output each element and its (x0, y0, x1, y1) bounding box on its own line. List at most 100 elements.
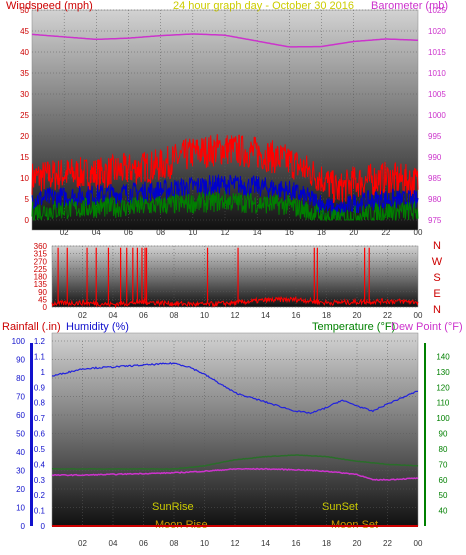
y-tick-label: 35 (20, 69, 29, 78)
temperature-tick-label: 100 (436, 414, 450, 423)
x-tick-label: 20 (353, 311, 362, 320)
windspeed-label: Windspeed (mph) (6, 0, 93, 12)
humidity-tick-label: 20 (16, 485, 25, 494)
x-tick-label: 08 (156, 228, 165, 237)
x-tick-label: 02 (78, 539, 87, 548)
rain-tick-label: 1 (41, 368, 46, 377)
x-tick-label: 00 (414, 539, 423, 548)
y-tick-label: 20 (20, 132, 29, 141)
rain-tick-label: 0.1 (34, 507, 46, 516)
temperature-line (51, 454, 419, 470)
humidity-tick-label: 60 (16, 411, 25, 420)
x-tick-label: 22 (383, 311, 392, 320)
x-tick-label: 18 (322, 311, 331, 320)
sunrise-label: SunRise (152, 501, 194, 513)
rain-tick-label: 0 (41, 522, 46, 531)
x-tick-label: 12 (221, 228, 230, 237)
temperature-tick-label: 90 (439, 430, 448, 439)
windspeed-high-line (31, 134, 419, 204)
rain-tick-label: 0.6 (34, 430, 46, 439)
temperature-tick-label: 110 (437, 399, 450, 408)
x-tick-label: 08 (170, 311, 179, 320)
rain-tick-label: 0.4 (34, 460, 46, 469)
x-tick-label: 20 (353, 539, 362, 548)
x-tick-label: 06 (139, 539, 148, 548)
x-tick-label: 10 (188, 228, 197, 237)
rain-tick-label: 0.2 (34, 491, 46, 500)
humidity-axis-bar (30, 343, 33, 526)
x-tick-label: 04 (109, 311, 118, 320)
y-tick-label: 980 (428, 195, 442, 204)
temperature-tick-label: 40 (439, 507, 448, 516)
x-tick-label: 10 (200, 539, 209, 548)
y-tick-label: 315 (34, 250, 48, 259)
y-tick-label: 135 (34, 280, 48, 289)
y-tick-label: 40 (20, 48, 29, 57)
y-tick-label: 975 (428, 216, 442, 225)
x-tick-label: 04 (92, 228, 101, 237)
x-tick-label: 22 (383, 539, 392, 548)
x-tick-label: 14 (261, 311, 270, 320)
y-tick-label: 990 (428, 153, 442, 162)
x-tick-label: 16 (292, 539, 301, 548)
rain-tick-label: 0.9 (34, 383, 46, 392)
dewpoint-label: Dew Point (°F) (391, 321, 463, 333)
humidity-tick-label: 100 (12, 337, 26, 346)
temperature-tick-label: 120 (436, 383, 450, 392)
x-tick-label: 06 (139, 311, 148, 320)
y-tick-label: 5 (25, 195, 30, 204)
y-tick-label: 1025 (428, 6, 446, 15)
temperature-tick-label: 70 (439, 460, 448, 469)
humidity-tick-label: 70 (16, 393, 25, 402)
y-tick-label: 45 (38, 295, 47, 304)
dewpoint-line (51, 467, 419, 481)
y-tick-label: 1010 (428, 69, 446, 78)
humidity-tick-label: 40 (16, 448, 25, 457)
humidity-tick-label: 90 (16, 356, 25, 365)
temperature-tick-label: 60 (439, 476, 448, 485)
y-tick-label: 360 (34, 242, 48, 251)
y-tick-label: 90 (38, 288, 47, 297)
x-tick-label: 16 (292, 311, 301, 320)
y-tick-label: 225 (34, 265, 48, 274)
x-tick-label: 02 (78, 311, 87, 320)
x-tick-label: 20 (349, 228, 358, 237)
compass-label: W (432, 256, 443, 268)
temperature-axis-bar (424, 343, 426, 526)
barometer-label: Barometer (mb) (371, 0, 448, 12)
x-tick-label: 10 (200, 311, 209, 320)
rain-tick-label: 0.5 (34, 445, 46, 454)
humidity-tick-label: 0 (21, 522, 26, 531)
humidity-line (51, 361, 419, 415)
temperature-tick-label: 130 (436, 368, 450, 377)
windspeed-low-line (31, 191, 419, 222)
humidity-tick-label: 80 (16, 374, 25, 383)
y-tick-label: 15 (20, 153, 29, 162)
y-tick-label: 0 (43, 303, 48, 312)
x-tick-label: 12 (231, 539, 240, 548)
y-tick-label: 270 (34, 257, 48, 266)
compass-label: S (433, 272, 440, 284)
humidity-label: Humidity (%) (66, 321, 129, 333)
x-tick-label: 06 (124, 228, 133, 237)
temperature-tick-label: 140 (436, 352, 450, 361)
windspeed-average-line (31, 174, 419, 220)
wind-direction-line (51, 295, 419, 309)
sunset-label: SunSet (322, 501, 358, 513)
temperature-tick-label: 80 (439, 445, 448, 454)
x-tick-label: 08 (170, 539, 179, 548)
rain-tick-label: 1.2 (34, 337, 46, 346)
x-tick-label: 00 (414, 228, 423, 237)
rainfall-label: Rainfall (.in) (2, 321, 61, 333)
y-tick-label: 1020 (428, 27, 446, 36)
x-tick-label: 16 (285, 228, 294, 237)
humidity-tick-label: 30 (16, 467, 25, 476)
x-tick-label: 02 (60, 228, 69, 237)
temperature-tick-label: 50 (439, 491, 448, 500)
rain-tick-label: 0.3 (34, 476, 46, 485)
y-tick-label: 1000 (428, 111, 446, 120)
rain-tick-label: 0.8 (34, 399, 46, 408)
y-tick-label: 25 (20, 111, 29, 120)
y-tick-label: 45 (20, 27, 29, 36)
